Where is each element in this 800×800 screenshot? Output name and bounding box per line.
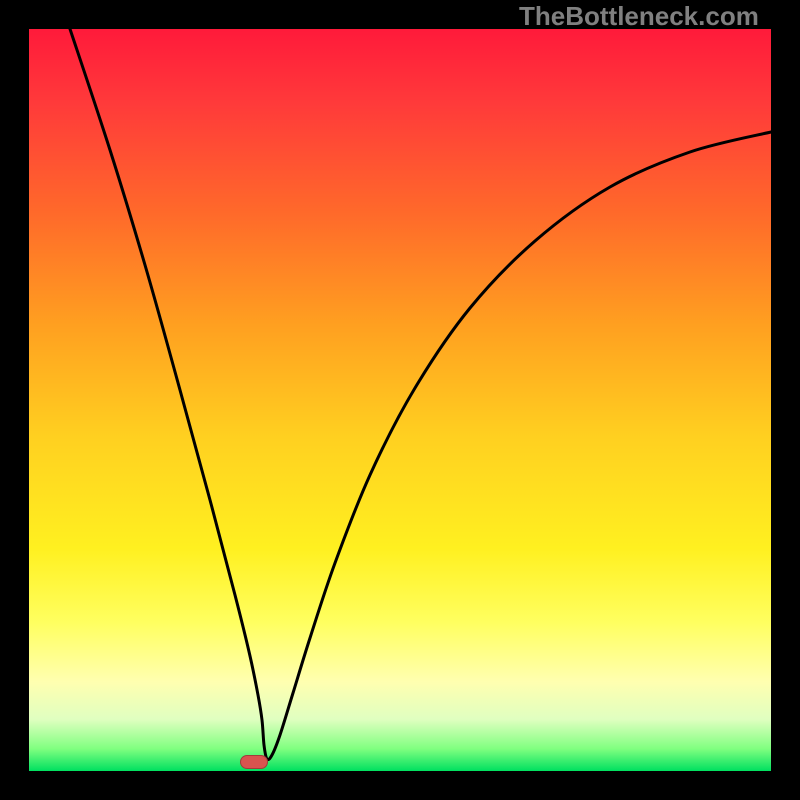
frame-left bbox=[0, 0, 29, 800]
watermark-text: TheBottleneck.com bbox=[519, 1, 759, 32]
frame-right bbox=[771, 0, 800, 800]
bottleneck-curve bbox=[0, 0, 800, 800]
optimal-point-marker bbox=[240, 755, 268, 769]
frame-bottom bbox=[0, 771, 800, 800]
